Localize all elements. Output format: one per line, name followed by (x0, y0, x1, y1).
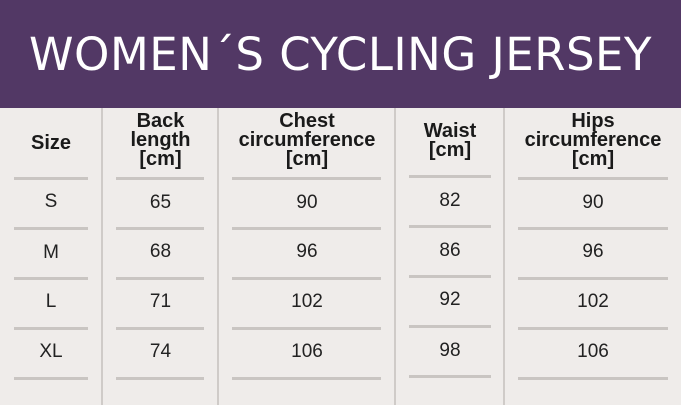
column-separator (503, 108, 505, 405)
table-cell: 96 (582, 241, 604, 262)
row-divider (409, 175, 491, 178)
page-title: WOMEN´S CYCLING JERSEY (29, 27, 652, 81)
row-divider (232, 227, 381, 230)
column-header: Chest circumference [cm] (219, 110, 395, 170)
table-cell: 65 (149, 192, 172, 213)
row-divider (116, 177, 204, 180)
table-cell: 90 (296, 192, 318, 213)
row-divider (116, 327, 204, 330)
column-header-line: Hips (571, 110, 615, 132)
table-cell: 68 (149, 241, 172, 262)
table-cell: 82 (439, 190, 461, 211)
row-divider (232, 177, 381, 180)
row-divider (409, 375, 491, 378)
column-header-line: Chest (279, 110, 335, 132)
column-header: Size (0, 132, 102, 154)
table-cell: 102 (577, 291, 609, 312)
row-divider (14, 377, 88, 380)
row-divider (232, 377, 381, 380)
row-divider (518, 177, 668, 180)
table-cell: XL (39, 341, 63, 362)
row-divider (14, 177, 88, 180)
column-separator (217, 108, 219, 405)
table-column: Size S M L XL (0, 108, 102, 405)
column-header-line: length (130, 129, 191, 151)
column-header-line: [cm] (285, 148, 329, 170)
column-header-line: circumference (524, 129, 662, 151)
column-header: Waist [cm] (396, 120, 504, 161)
column-header-line: [cm] (139, 148, 182, 170)
table-column: Waist [cm] 82 86 92 98 (396, 108, 504, 405)
row-divider (518, 277, 668, 280)
row-divider (518, 227, 668, 230)
table-cell: 102 (291, 291, 323, 312)
column-header: Back length [cm] (103, 110, 218, 170)
table-column: Back length [cm] 65 68 71 74 (103, 108, 218, 405)
column-header-line: circumference (238, 129, 376, 151)
row-divider (518, 327, 668, 330)
column-separator (101, 108, 103, 405)
row-divider (14, 277, 88, 280)
row-divider (116, 377, 204, 380)
row-divider (518, 377, 668, 380)
table-cell: 106 (577, 341, 609, 362)
row-divider (116, 227, 204, 230)
row-divider (409, 225, 491, 228)
table-cell: L (45, 291, 57, 312)
table-cell: 71 (149, 291, 172, 312)
table-cell: 96 (296, 241, 318, 262)
row-divider (409, 275, 491, 278)
title-banner: WOMEN´S CYCLING JERSEY (0, 0, 681, 108)
table-cell: 74 (149, 341, 172, 362)
table-column: Hips circumference [cm] 90 96 102 106 (505, 108, 681, 405)
column-header-line: Back (136, 110, 185, 132)
table-cell: 86 (439, 240, 461, 261)
table-cell: S (44, 191, 58, 212)
row-divider (409, 325, 491, 328)
column-header-line: Size (30, 132, 72, 154)
column-header-line: [cm] (428, 139, 472, 161)
row-divider (232, 327, 381, 330)
table-column: Chest circumference [cm] 90 96 102 106 (219, 108, 395, 405)
table-cell: 106 (291, 341, 323, 362)
row-divider (116, 277, 204, 280)
column-header-line: Waist (423, 120, 477, 142)
table-cell: M (43, 242, 59, 263)
row-divider (232, 277, 381, 280)
table-cell: 90 (582, 192, 604, 213)
table-cell: 92 (439, 289, 461, 310)
table-cell: 98 (439, 340, 461, 361)
column-header-line: [cm] (571, 148, 615, 170)
column-separator (394, 108, 396, 405)
row-divider (14, 227, 88, 230)
column-header: Hips circumference [cm] (505, 110, 681, 170)
row-divider (14, 327, 88, 330)
